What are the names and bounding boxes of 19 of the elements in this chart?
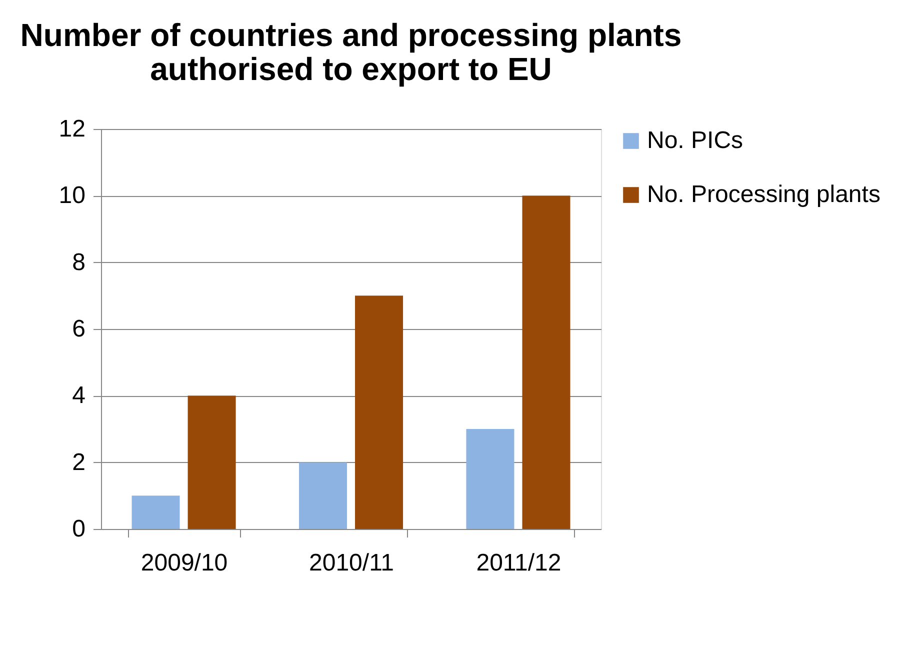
- y-tick-label: 8: [72, 248, 86, 276]
- bar: [188, 396, 236, 529]
- bar: [132, 496, 180, 529]
- y-tick-label: 0: [72, 516, 86, 542]
- bar: [466, 429, 514, 529]
- legend-label: No. PICs: [647, 127, 744, 154]
- y-tick-label: 6: [72, 316, 86, 342]
- bar: [355, 296, 404, 529]
- y-tick-label: 12: [58, 116, 86, 142]
- bar: [522, 196, 570, 529]
- x-tick-label: 2010/11: [309, 550, 394, 576]
- y-tick-label: 10: [58, 182, 86, 210]
- chart-title: Number of countries and processing plants authorised to export to EU: [20, 17, 682, 87]
- legend-label: No. Processing plants: [647, 181, 880, 208]
- y-tick-label: 4: [72, 382, 86, 410]
- y-tick-label: 2: [72, 448, 86, 476]
- x-tick-label: 2011/12: [476, 550, 562, 576]
- x-tick-label: 2009/10: [140, 550, 228, 576]
- bar: [298, 462, 347, 529]
